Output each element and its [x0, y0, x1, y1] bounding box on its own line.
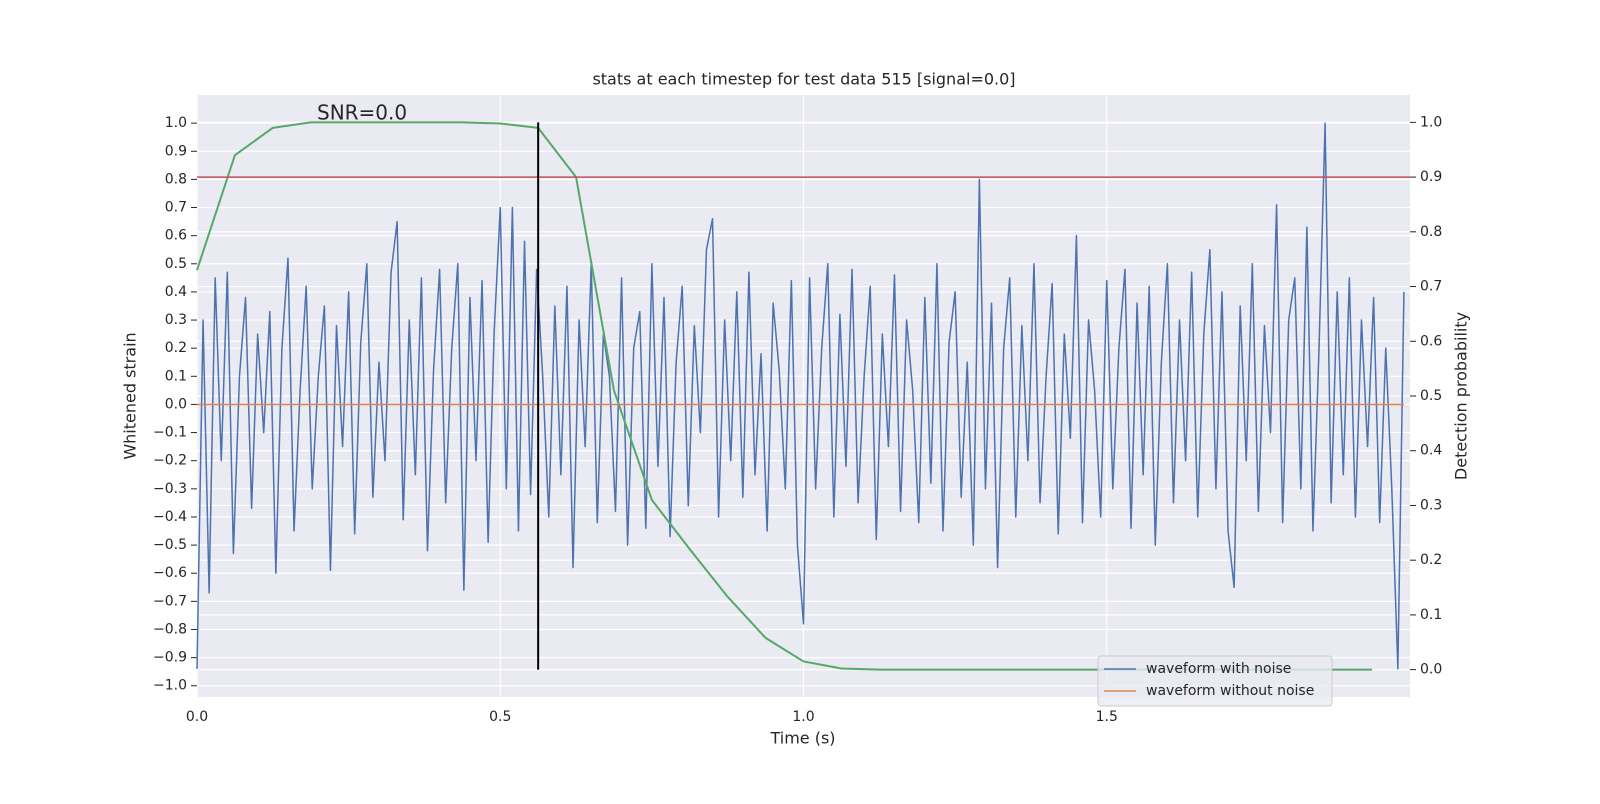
y2-axis-label: Detection probability: [1452, 312, 1471, 480]
y2-tick-label: 0.5: [1420, 388, 1442, 404]
y2-tick-label: 0.7: [1420, 279, 1442, 295]
y2-tick-label: 1.0: [1420, 114, 1442, 130]
y-tick-label: 0.3: [165, 312, 187, 328]
x-tick-label: 0.5: [489, 709, 511, 725]
y2-tick-label: 0.8: [1420, 224, 1442, 240]
annotation: SNR=0.0: [317, 101, 407, 125]
series-line: [196, 122, 1405, 670]
y-tick-label: 0.1: [165, 368, 187, 384]
y-tick-label: 0.2: [165, 340, 187, 356]
y-tick-label: 0.0: [165, 396, 187, 412]
y-axis-label: Whitened strain: [121, 332, 140, 459]
y-tick-label: 0.4: [165, 284, 187, 300]
legend: waveform with noise waveform without nois…: [1097, 655, 1333, 707]
x-tick-label: 0.0: [186, 709, 208, 725]
chart-title: stats at each timestep for test data 515…: [592, 70, 1015, 89]
y-tick-label: −0.8: [153, 621, 187, 637]
y-tick-label: −0.3: [153, 481, 187, 497]
legend-label: waveform with noise: [1146, 661, 1291, 677]
y2-tick-label: 0.9: [1420, 169, 1442, 185]
legend-label: waveform without noise: [1146, 683, 1314, 699]
y-tick-label: −0.1: [153, 425, 187, 441]
y-tick-label: 0.6: [165, 228, 187, 244]
y-tick-label: 1.0: [165, 115, 187, 131]
x-axis-label: Time (s): [769, 729, 835, 748]
labels: 0.0 0.5 1.0 1.5 −1.0 −0.9 −0.8 −0.7 −0.6 −0.5 −0.4…: [153, 114, 1442, 725]
y-tick-label: −0.9: [153, 650, 187, 666]
x-tick-label: 1.0: [792, 709, 814, 725]
y-tick-label: −1.0: [153, 678, 187, 694]
y-tick-label: 0.7: [165, 200, 187, 216]
y2-tick-label: 0.6: [1420, 333, 1442, 349]
x-tick-label: 1.5: [1096, 709, 1118, 725]
y2-tick-label: 0.1: [1420, 607, 1442, 623]
y-tick-label: −0.7: [153, 593, 187, 609]
y2-tick-label: 0.2: [1420, 552, 1442, 568]
y2-tick-label: 0.0: [1420, 662, 1442, 678]
y-tick-label: 0.5: [165, 256, 187, 272]
y-tick-label: −0.2: [153, 453, 187, 469]
y-tick-label: −0.6: [153, 565, 187, 581]
y-tick-label: −0.5: [153, 537, 187, 553]
y2-tick-label: 0.3: [1420, 497, 1442, 513]
y-tick-label: −0.4: [153, 509, 187, 525]
y-tick-label: 0.9: [165, 143, 187, 159]
y-tick-label: 0.8: [165, 171, 187, 187]
legend-box: [1097, 655, 1333, 707]
y2-tick-label: 0.4: [1420, 443, 1442, 459]
